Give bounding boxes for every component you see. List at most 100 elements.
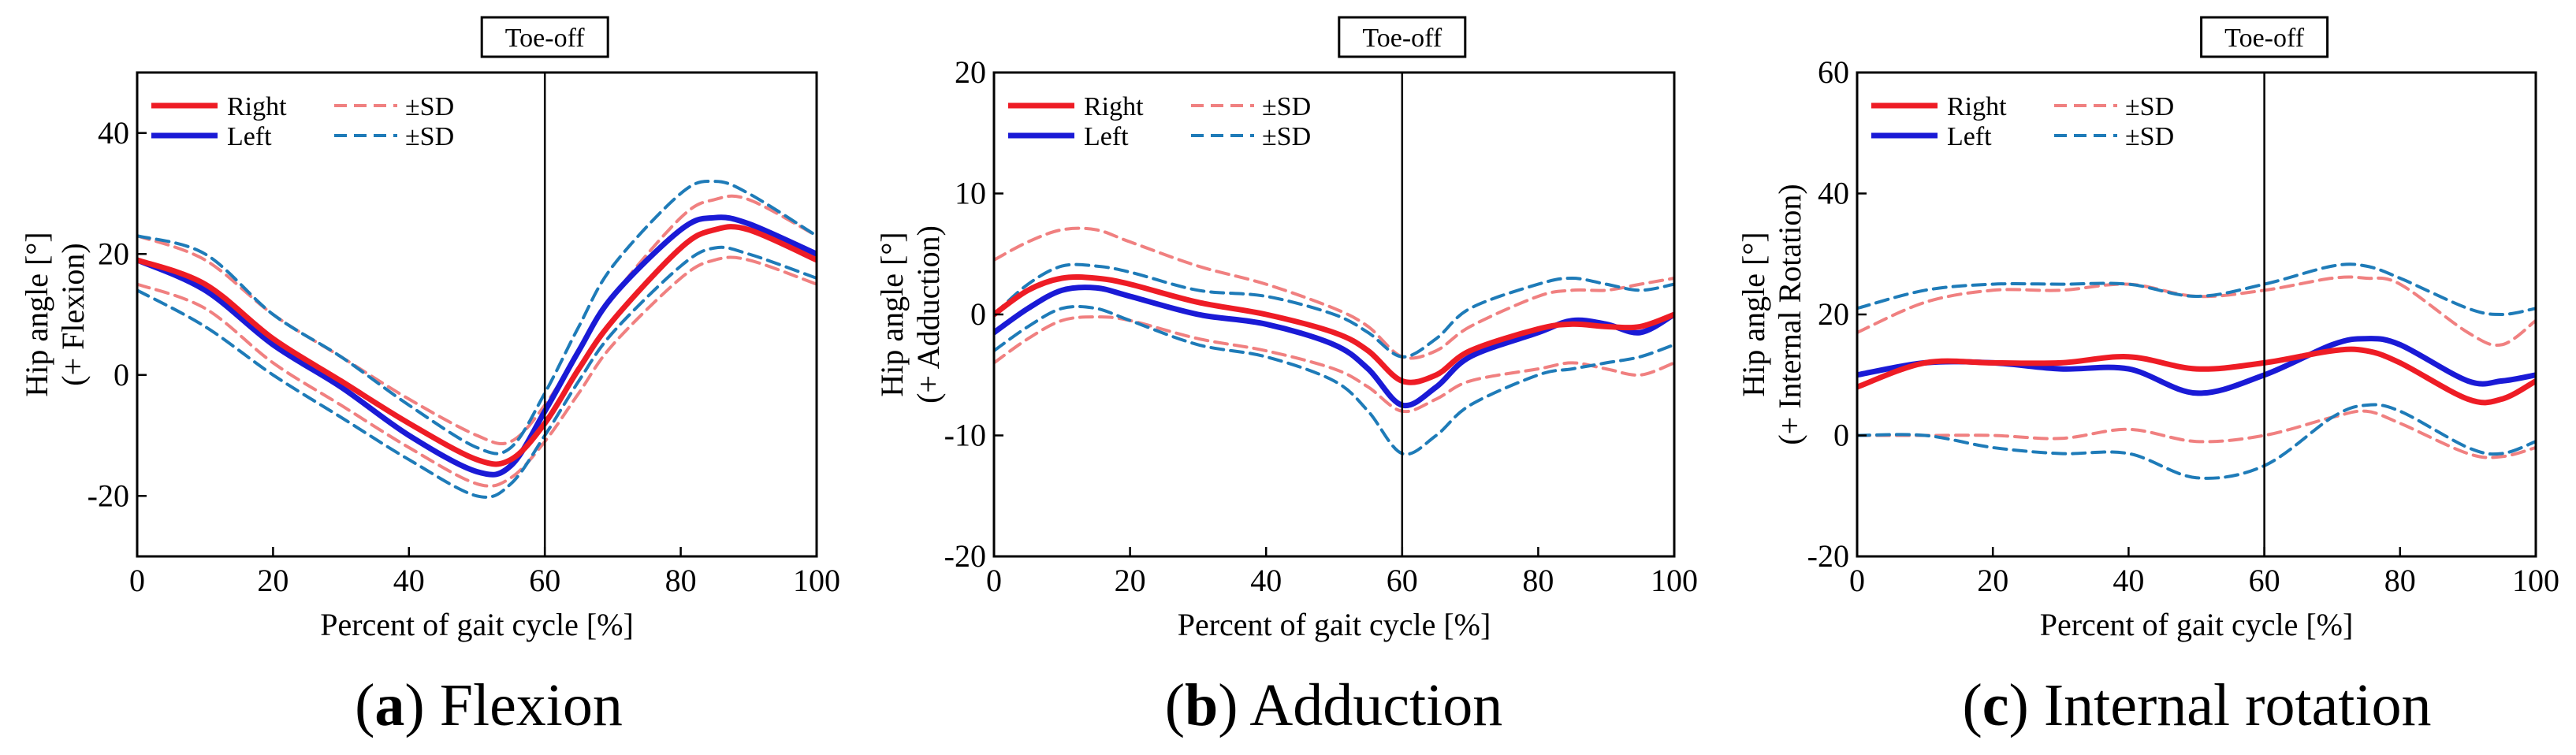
legend-label-left: Left xyxy=(227,122,272,151)
legend-label-left: Left xyxy=(1947,122,1992,151)
x-tick-label: 100 xyxy=(1651,563,1698,598)
panel-caption: (a) Flexion xyxy=(355,672,623,738)
caption-letter: c xyxy=(1982,672,2009,738)
legend-label-right-sd: ±SD xyxy=(2125,92,2174,121)
caption-title: Flexion xyxy=(440,672,623,738)
y-tick-label: 20 xyxy=(98,236,129,271)
x-tick-label: 60 xyxy=(529,563,560,598)
legend-label-left-sd: ±SD xyxy=(1262,122,1311,151)
legend-label-left: Left xyxy=(1084,122,1129,151)
y-axis-title: Hip angle [°](+ Adduction) xyxy=(874,225,946,404)
y-axis-title: Hip angle [°](+ Internal Rotation) xyxy=(1736,184,1807,444)
x-tick-label: 20 xyxy=(257,563,288,598)
y-tick-label: -20 xyxy=(87,478,129,513)
x-tick-label: 0 xyxy=(129,563,145,598)
x-tick-label: 60 xyxy=(2249,563,2280,598)
y-tick-label: 0 xyxy=(1833,418,1849,453)
series-line-left-sd xyxy=(137,245,817,499)
legend-label-right: Right xyxy=(1084,92,1144,121)
series-group xyxy=(137,179,817,499)
x-tick-label: 40 xyxy=(393,563,425,598)
legend-label-right: Right xyxy=(1947,92,2007,121)
y-axis-title: Hip angle [°](+ Flexion) xyxy=(19,232,91,396)
caption-close: ) xyxy=(2009,672,2044,738)
series-line-right-sd xyxy=(994,315,1674,414)
x-tick-label: 20 xyxy=(1977,563,2008,598)
caption-letter: a xyxy=(374,672,404,738)
series-line-right xyxy=(137,224,817,467)
series-line-left-sd xyxy=(1857,403,2536,480)
y-tick-label: -20 xyxy=(1807,538,1849,574)
panel-caption: (c) Internal rotation xyxy=(1962,672,2431,738)
legend-label-right-sd: ±SD xyxy=(1262,92,1311,121)
legend: Right ±SD Left ±SD xyxy=(151,92,454,151)
series-line-right xyxy=(994,274,1674,385)
series-line-left xyxy=(994,285,1674,409)
y-tick-label: 0 xyxy=(114,357,129,392)
y-tick-label: 0 xyxy=(970,296,986,332)
series-line-right-sd xyxy=(137,255,817,488)
toe-off-text: Toe-off xyxy=(505,24,586,53)
caption-open: ( xyxy=(1962,672,1982,738)
y-tick-label: 40 xyxy=(98,115,129,151)
plot-frame xyxy=(136,71,818,558)
toe-off-box xyxy=(480,16,609,58)
series-line-left-sd xyxy=(994,262,1674,359)
series-line-left-sd xyxy=(137,179,817,456)
x-tick-label: 0 xyxy=(986,563,1002,598)
toe-off-text: Toe-off xyxy=(1362,24,1442,53)
series-line-right-sd xyxy=(1857,275,2536,347)
x-tick-label: 40 xyxy=(1250,563,1282,598)
legend-label-left-sd: ±SD xyxy=(2125,122,2174,151)
panel-a: 0 20 40 60 80 100 -20 0 20 40 Toe-off Right ±SD Left ±… xyxy=(19,16,840,738)
series-line-right-sd xyxy=(1857,409,2536,459)
caption-open: ( xyxy=(1165,672,1185,738)
caption-title: Adduction xyxy=(1249,672,1502,738)
caption-title: Internal rotation xyxy=(2044,672,2432,738)
y-axis-title-line1: Hip angle [°] xyxy=(19,232,54,396)
x-tick-label: 80 xyxy=(2384,563,2416,598)
y-tick-label: -20 xyxy=(944,538,986,574)
x-tick-label: 80 xyxy=(665,563,697,598)
series-line-left-sd xyxy=(994,304,1674,456)
series-line-left xyxy=(1857,336,2536,396)
x-tick-label: 20 xyxy=(1115,563,1146,598)
y-tick-label: 10 xyxy=(955,176,986,211)
x-tick-label: 100 xyxy=(793,563,840,598)
caption-open: ( xyxy=(355,672,374,738)
y-tick-label: 40 xyxy=(1818,176,1849,211)
toe-off-text: Toe-off xyxy=(2224,24,2305,53)
y-tick-label: 20 xyxy=(1818,296,1849,332)
toe-off-label: Toe-off xyxy=(1338,16,1467,58)
series-line-right-sd xyxy=(994,226,1674,360)
toe-off-label: Toe-off xyxy=(2200,16,2329,58)
y-tick-label: 20 xyxy=(955,54,986,90)
x-tick-label: 40 xyxy=(2113,563,2144,598)
y-axis-title-line2: (+ Internal Rotation) xyxy=(1772,184,1807,444)
toe-off-box xyxy=(2200,16,2329,58)
y-axis-title-line2: (+ Flexion) xyxy=(55,243,91,385)
y-axis-title-line1: Hip angle [°] xyxy=(874,232,910,396)
x-axis-title: Percent of gait cycle [%] xyxy=(1178,607,1491,642)
toe-off-box xyxy=(1338,16,1467,58)
y-axis-title-line2: (+ Adduction) xyxy=(910,225,946,404)
legend: Right ±SD Left ±SD xyxy=(1008,92,1311,151)
caption-letter: b xyxy=(1185,672,1218,738)
legend-label-right-sd: ±SD xyxy=(405,92,454,121)
legend: Right ±SD Left ±SD xyxy=(1871,92,2174,151)
series-line-left-sd xyxy=(1857,262,2536,316)
series-group xyxy=(1857,262,2536,480)
legend-label-left-sd: ±SD xyxy=(405,122,454,151)
y-tick-label: 60 xyxy=(1818,54,1849,90)
x-axis-title: Percent of gait cycle [%] xyxy=(320,607,634,642)
x-tick-label: 100 xyxy=(2512,563,2559,598)
y-tick-label: -10 xyxy=(944,418,986,453)
caption-close: ) xyxy=(1218,672,1249,738)
y-axis-title-line1: Hip angle [°] xyxy=(1736,232,1771,396)
panel-caption: (b) Adduction xyxy=(1165,672,1503,738)
x-axis-title: Percent of gait cycle [%] xyxy=(2040,607,2354,642)
legend-label-right: Right xyxy=(227,92,287,121)
